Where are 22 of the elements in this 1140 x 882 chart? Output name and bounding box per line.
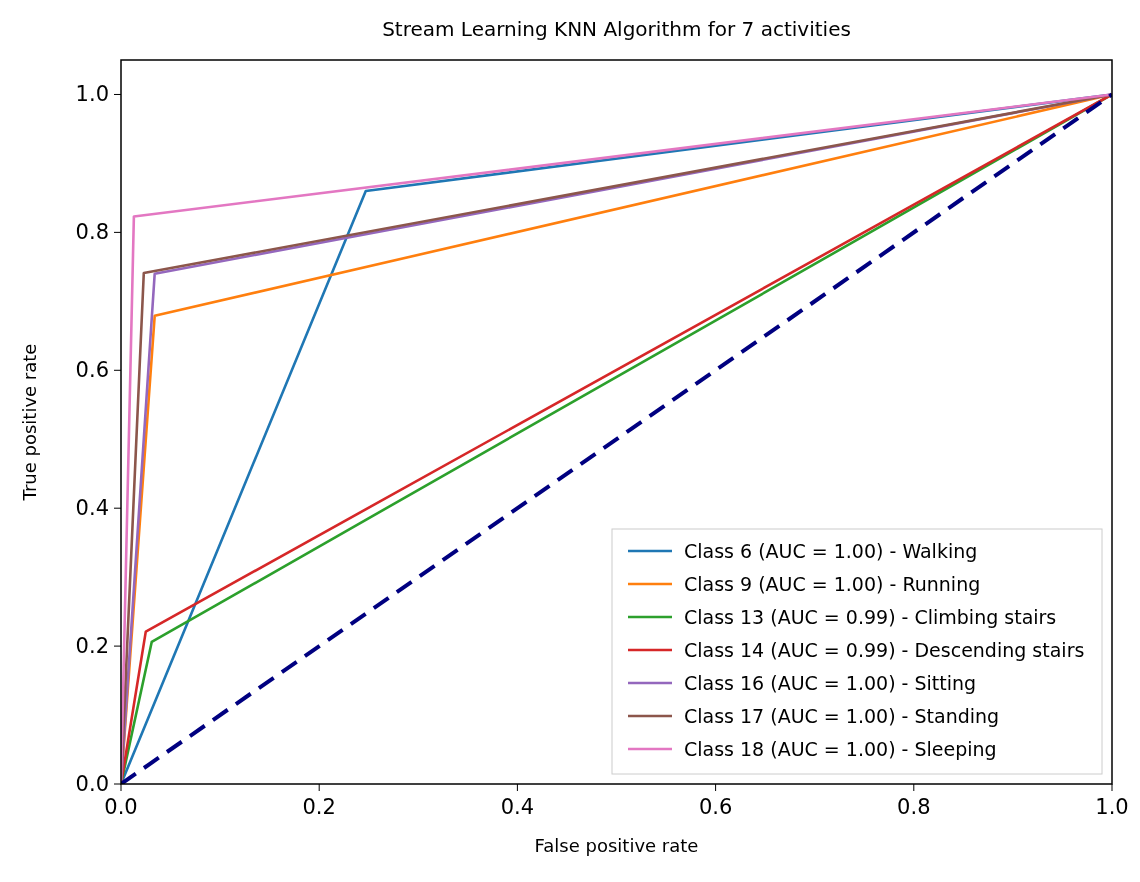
y-tick-label: 0.8 <box>75 220 109 245</box>
legend-label: Class 9 (AUC = 1.00) - Running <box>684 573 981 595</box>
x-tick-label: 0.6 <box>698 795 733 819</box>
legend-label: Class 6 (AUC = 1.00) - Walking <box>684 540 978 562</box>
legend-label: Class 17 (AUC = 1.00) - Standing <box>684 705 1000 727</box>
legend-label: Class 14 (AUC = 0.99) - Descending stairs <box>684 639 1085 661</box>
y-tick-label: 0.4 <box>75 496 109 521</box>
x-tick-label: 0.8 <box>897 795 931 819</box>
legend-label: Class 18 (AUC = 1.00) - Sleeping <box>684 738 997 760</box>
x-tick-label: 0.2 <box>302 795 336 819</box>
y-tick-label: 0.0 <box>75 772 109 796</box>
x-tick-label: 0.0 <box>104 795 138 819</box>
legend-label: Class 13 (AUC = 0.99) - Climbing stairs <box>684 606 1057 628</box>
y-tick-label: 0.6 <box>75 358 109 383</box>
chart-title: Stream Learning KNN Algorithm for 7 activities <box>382 17 851 41</box>
x-axis-title: False positive rate <box>534 835 699 856</box>
y-axis-title: True positive rate <box>19 343 40 502</box>
x-tick-label: 0.4 <box>500 795 535 819</box>
legend-label: Class 16 (AUC = 1.00) - Sitting <box>684 672 977 694</box>
x-tick-label: 1.0 <box>1095 795 1129 819</box>
y-tick-label: 1.0 <box>75 82 109 107</box>
y-tick-label: 0.2 <box>75 634 109 659</box>
